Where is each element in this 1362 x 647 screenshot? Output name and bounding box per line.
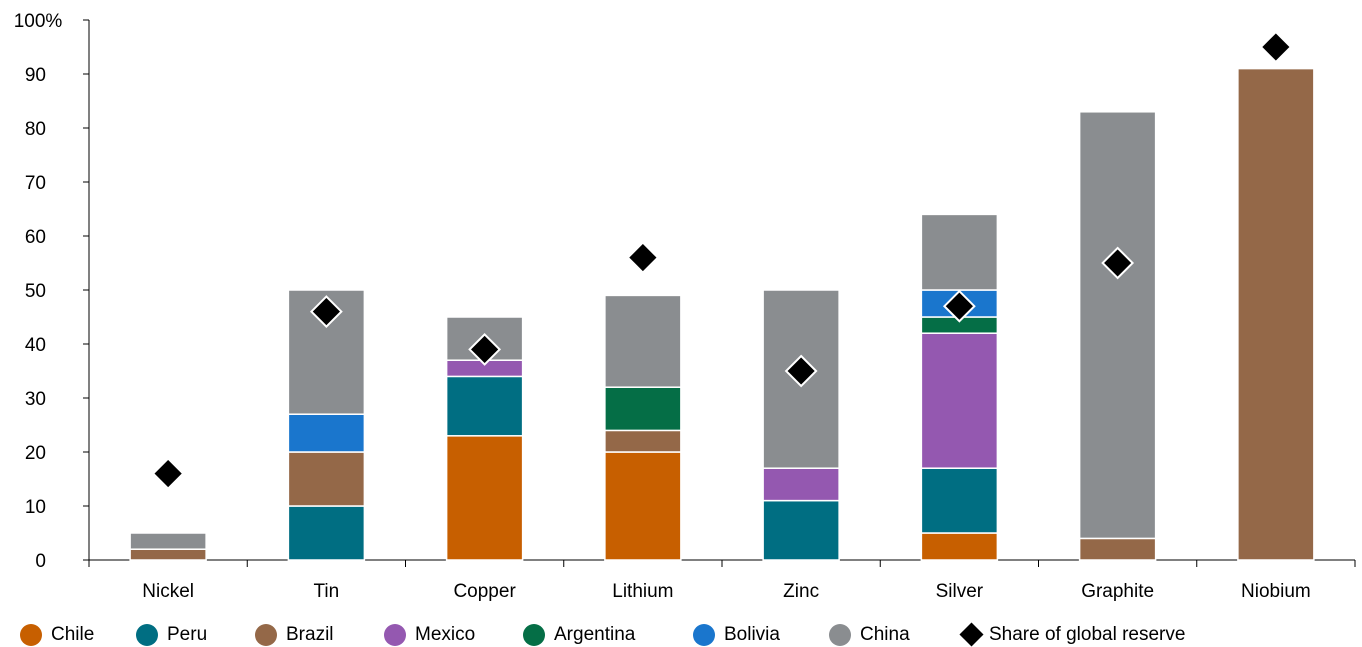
share-marker-tin	[309, 295, 343, 329]
bars	[129, 67, 1315, 561]
bar-segment-china-graphite	[1078, 111, 1157, 540]
share-marker-silver	[942, 289, 976, 323]
bar-segment-china-lithium	[604, 294, 682, 388]
y-tick-label: 80	[25, 119, 46, 140]
bar-segment-bolivia-tin	[287, 413, 366, 453]
diamond-icon	[959, 622, 984, 647]
legend-swatch	[384, 623, 406, 646]
x-tick-label: Zinc	[783, 581, 819, 602]
legend-item-mexico: Mexico	[384, 622, 475, 647]
legend-item-argentina: Argentina	[523, 622, 635, 647]
bar-segment-peru-zinc	[762, 499, 840, 561]
bar-segment-peru-tin	[287, 505, 366, 561]
x-tick-label: Nickel	[142, 581, 194, 602]
y-tick-label: 30	[25, 389, 46, 410]
legend-item-china: China	[829, 622, 910, 647]
bar-segment-brazil-tin	[287, 451, 366, 507]
legend-label: Peru	[167, 623, 208, 645]
x-tick-label: Lithium	[612, 581, 673, 602]
legend-swatch	[136, 623, 158, 646]
y-tick-label: 60	[25, 227, 46, 248]
legend-label: Bolivia	[724, 623, 780, 645]
x-tick-label: Graphite	[1081, 581, 1154, 602]
y-tick-label: 0	[35, 551, 46, 572]
share-marker-copper	[468, 332, 502, 366]
legend-label: China	[860, 623, 910, 645]
x-tick-label: Copper	[453, 581, 516, 602]
legend: Chile Peru Brazil Mexico Argentina Bolivia Chi…	[0, 622, 1362, 647]
bar-segment-china-nickel	[129, 532, 207, 550]
bar-segment-chile-silver	[920, 532, 999, 561]
legend-swatch	[523, 623, 545, 646]
y-tick-label: 100%	[14, 11, 63, 32]
bar-segment-brazil-nickel	[129, 548, 207, 561]
bar-segment-mexico-zinc	[762, 467, 840, 502]
y-tick-label: 90	[25, 65, 46, 86]
bar-segment-argentina-lithium	[604, 386, 682, 432]
bar-segment-peru-copper	[445, 375, 524, 437]
bar-segment-chile-lithium	[604, 451, 682, 561]
legend-label: Brazil	[286, 623, 334, 645]
legend-swatch	[829, 623, 851, 646]
legend-label: Chile	[51, 623, 95, 645]
y-tick-label: 40	[25, 335, 46, 356]
y-tick-label: 10	[25, 497, 46, 518]
legend-item-peru: Peru	[136, 622, 207, 647]
legend-item-bolivia: Bolivia	[693, 622, 780, 647]
share-marker-nickel	[151, 457, 185, 491]
legend-swatch	[20, 623, 42, 646]
bar-segment-brazil-niobium	[1237, 67, 1315, 561]
legend-item-share-of-global-reserve: Share of global reserve	[959, 622, 1185, 647]
share-markers	[151, 30, 1293, 491]
legend-label: Share of global reserve	[989, 623, 1186, 645]
legend-label: Mexico	[415, 623, 476, 645]
bar-segment-brazil-lithium	[604, 429, 682, 453]
legend-item-brazil: Brazil	[255, 622, 334, 647]
share-marker-graphite	[1101, 246, 1135, 280]
share-marker-niobium	[1259, 30, 1293, 64]
y-tick-label: 20	[25, 443, 46, 464]
y-tick-label: 70	[25, 173, 46, 194]
share-marker-lithium	[626, 241, 660, 275]
x-axis: Nickel Tin Copper Lithium Zinc Silver Graphite…	[88, 559, 1356, 602]
bar-segment-brazil-graphite	[1078, 537, 1157, 561]
legend-label: Argentina	[554, 623, 636, 645]
bar-segment-peru-silver	[920, 467, 999, 534]
legend-item-chile: Chile	[20, 622, 94, 647]
stacked-bar-chart: 0 10 20 30 40 50 60 70 80 90 100% Nickel Tin Copper L…	[14, 11, 1356, 602]
share-marker-zinc	[784, 354, 818, 388]
y-tick-label: 50	[25, 281, 46, 302]
legend-swatch	[255, 623, 277, 646]
bar-segment-china-silver	[920, 213, 999, 291]
bar-segment-mexico-silver	[920, 332, 999, 469]
legend-swatch	[693, 623, 715, 646]
bar-segment-chile-copper	[445, 435, 524, 561]
y-axis: 0 10 20 30 40 50 60 70 80 90 100%	[14, 11, 90, 572]
x-tick-label: Silver	[936, 581, 984, 602]
x-tick-label: Niobium	[1241, 581, 1311, 602]
x-tick-label: Tin	[314, 581, 340, 602]
